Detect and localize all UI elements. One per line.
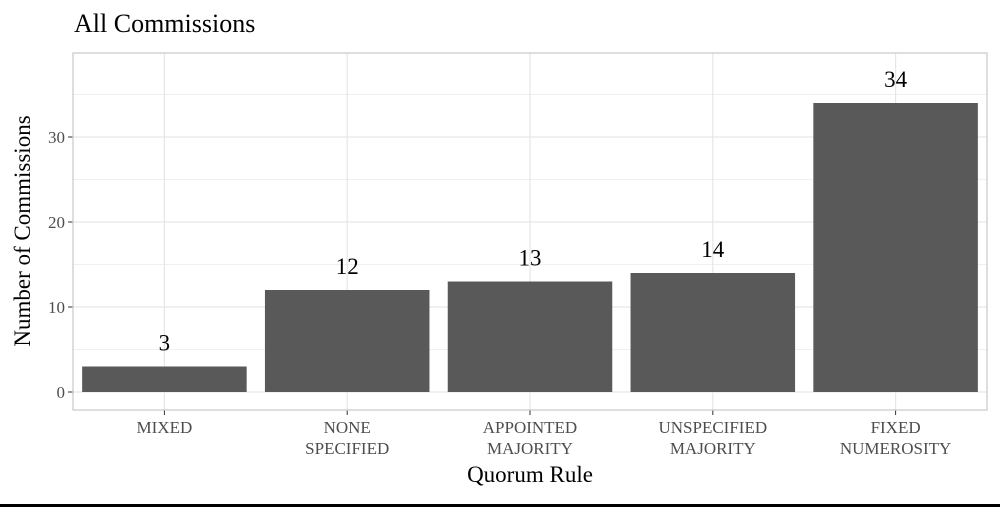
y-axis-label: Number of Commissions bbox=[10, 115, 35, 346]
x-tick-label-line: SPECIFIED bbox=[305, 439, 389, 458]
x-tick-label-line: UNSPECIFIED bbox=[658, 418, 767, 437]
x-tick-label: UNSPECIFIED MAJORITY bbox=[658, 418, 767, 458]
bar bbox=[447, 281, 613, 392]
x-tick-label-line: APPOINTED bbox=[483, 418, 577, 437]
data-label: 13 bbox=[519, 246, 542, 271]
data-label: 3 bbox=[159, 331, 171, 356]
x-tick-label: MIXED bbox=[137, 418, 193, 437]
y-tick-label: 0 bbox=[57, 383, 66, 402]
x-axis-label: Quorum Rule bbox=[467, 462, 593, 487]
data-label: 14 bbox=[701, 237, 725, 262]
x-tick-label-line: MAJORITY bbox=[487, 439, 573, 458]
bottom-rule bbox=[0, 504, 1000, 507]
y-tick-label: 10 bbox=[48, 298, 65, 317]
x-tick-label-line: MAJORITY bbox=[670, 439, 756, 458]
x-tick-label: NONE SPECIFIED bbox=[305, 418, 389, 458]
panel-border bbox=[72, 52, 988, 411]
x-tick-label-line: FIXED bbox=[871, 418, 921, 437]
x-tick-label: FIXED NUMEROSITY bbox=[840, 418, 951, 458]
x-tick-label-line: MIXED bbox=[137, 418, 193, 437]
y-tick-label: 30 bbox=[48, 128, 65, 147]
chart-title: All Commissions bbox=[74, 9, 255, 38]
x-tick-label: APPOINTED MAJORITY bbox=[483, 418, 577, 458]
plot-area: 3 12 13 14 34 0 10 20 30 MIXED NONE SPECIFIED APPOIN… bbox=[48, 52, 988, 458]
data-label: 34 bbox=[884, 67, 908, 92]
data-label: 12 bbox=[336, 254, 359, 279]
bar bbox=[264, 290, 430, 392]
y-tick-label: 20 bbox=[48, 213, 65, 232]
bar bbox=[82, 366, 247, 392]
bar bbox=[813, 103, 978, 392]
bar bbox=[630, 273, 796, 392]
x-tick-label-line: NONE bbox=[324, 418, 371, 437]
x-tick-label-line: NUMEROSITY bbox=[840, 439, 951, 458]
